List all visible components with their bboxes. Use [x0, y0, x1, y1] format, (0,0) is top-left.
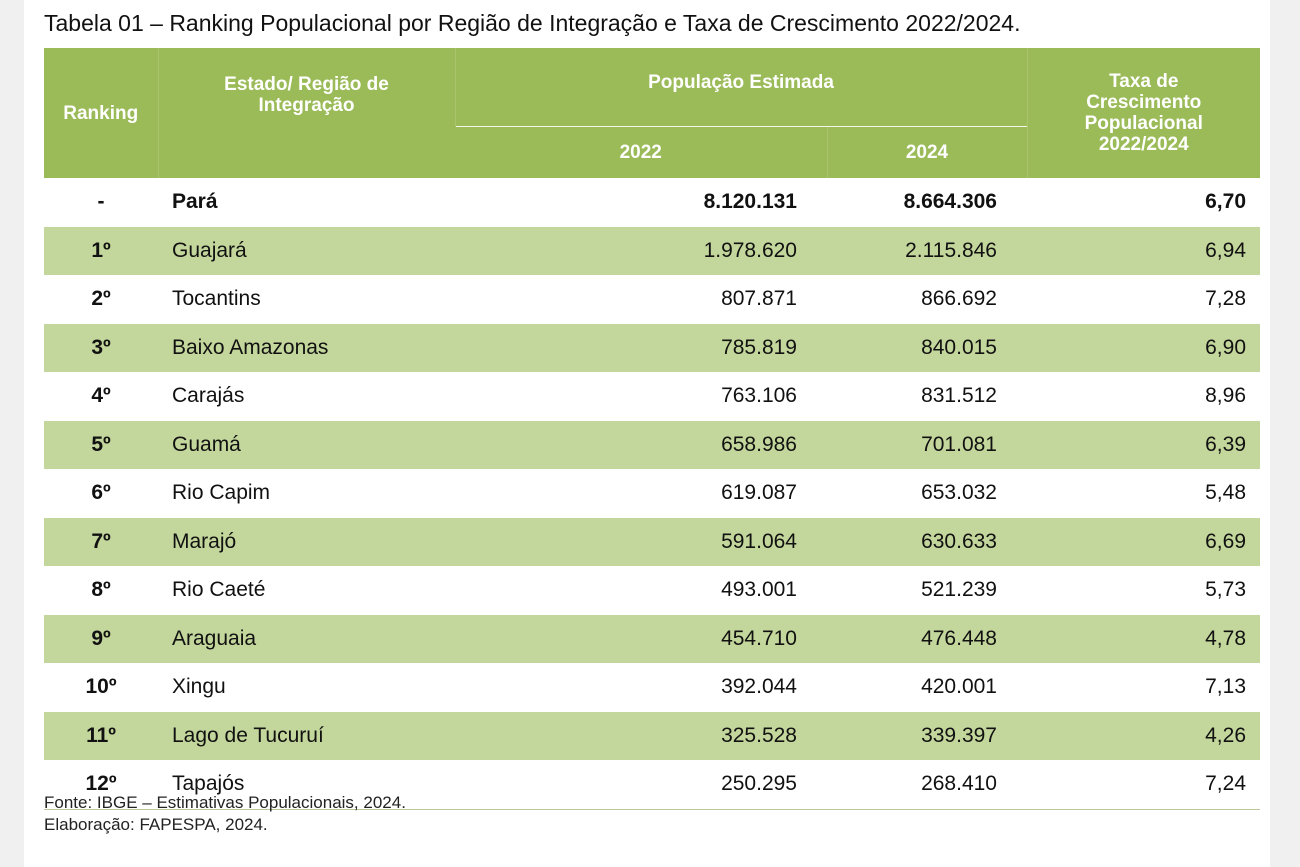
growth-rate-cell: 7,13	[1205, 675, 1246, 699]
region-cell: Tapajós	[158, 760, 455, 810]
pop-2024-cell: 2.115.846	[827, 226, 1027, 275]
growth-rate-cell: 5,48	[1205, 481, 1246, 505]
rank-cell: 8º	[91, 578, 111, 602]
rank-cell: 3º	[44, 323, 158, 372]
pop-2022-cell: 619.087	[721, 481, 797, 505]
region-cell: Baixo Amazonas	[158, 323, 455, 372]
pop-2022-cell: 392.044	[721, 675, 797, 699]
growth-rate-cell: 8,96	[1205, 384, 1246, 408]
pop-2024-cell: 268.410	[827, 760, 1027, 810]
table-row: 2º Tocantins 807.871 866.692 7,28	[44, 275, 1260, 324]
header-ranking: Ranking	[44, 48, 158, 178]
pop-2022-cell: 658.986	[455, 420, 827, 469]
pop-2022-cell: 763.106	[721, 384, 797, 408]
pop-2022-cell: 454.710	[455, 614, 827, 663]
rank-cell: 6º	[91, 481, 111, 505]
table-row: 12º Tapajós 250.295 268.410 7,24	[44, 760, 1260, 810]
pop-2024-cell: 866.692	[921, 287, 997, 311]
region-cell: Marajó	[158, 517, 455, 566]
header-region: Estado/ Região de Integração	[157, 48, 455, 178]
table-row: 10º Xingu 392.044 420.001 7,13	[44, 663, 1260, 712]
growth-rate-cell: 6,94	[1027, 226, 1260, 275]
table-row: 7º Marajó 591.064 630.633 6,69	[44, 517, 1260, 566]
pop-2022-cell: 493.001	[721, 578, 797, 602]
region-cell: Xingu	[172, 675, 226, 699]
pop-2024-cell: 339.397	[827, 711, 1027, 760]
pop-2024-cell: 840.015	[827, 323, 1027, 372]
source-note: Fonte: IBGE – Estimativas Populacionais,…	[44, 793, 406, 812]
pop-2022-cell: 785.819	[455, 323, 827, 372]
pop-2022-cell: 325.528	[455, 711, 827, 760]
table-row: 9º Araguaia 454.710 476.448 4,78	[44, 614, 1260, 663]
pop-2024-cell: 701.081	[827, 420, 1027, 469]
region-cell: Guajará	[158, 226, 455, 275]
region-cell: Rio Capim	[172, 481, 271, 505]
pop-2024-cell: 630.633	[827, 517, 1027, 566]
growth-rate-cell: 7,24	[1027, 760, 1260, 810]
growth-rate-cell: 7,28	[1205, 287, 1246, 311]
table-row: 3º Baixo Amazonas 785.819 840.015 6,90	[44, 323, 1260, 372]
pop-2024-cell: 653.032	[921, 481, 997, 505]
table-row: 5º Guamá 658.986 701.081 6,39	[44, 420, 1260, 469]
table-row: 8º Rio Caeté 493.001 521.239 5,73	[44, 566, 1260, 615]
table-row: 4º Carajás 763.106 831.512 8,96	[44, 372, 1260, 421]
region-cell: Pará	[172, 190, 218, 214]
region-cell: Tocantins	[172, 287, 261, 311]
rank-cell: 4º	[91, 384, 111, 408]
table-row: 11º Lago de Tucuruí 325.528 339.397 4,26	[44, 711, 1260, 760]
table-title: Tabela 01 – Ranking Populacional por Reg…	[44, 10, 1021, 36]
rank-cell: 5º	[44, 420, 158, 469]
growth-rate-cell: 6,90	[1027, 323, 1260, 372]
pop-2024-cell: 476.448	[827, 614, 1027, 663]
rank-cell: 12º	[44, 760, 158, 810]
population-ranking-table: Ranking Estado/ Região de Integração Pop…	[44, 48, 1260, 810]
rank-cell: 2º	[91, 287, 111, 311]
table-footnote: Fonte: IBGE – Estimativas Populacionais,…	[44, 792, 406, 836]
pop-2022-cell: 1.978.620	[455, 226, 827, 275]
rank-cell: -	[97, 190, 105, 214]
rank-cell: 11º	[44, 711, 158, 760]
pop-2024-cell: 521.239	[921, 578, 997, 602]
pop-2022-cell: 807.871	[721, 287, 797, 311]
header-population: População Estimada	[454, 48, 1027, 127]
growth-rate-cell: 5,73	[1205, 578, 1246, 602]
region-cell: Lago de Tucuruí	[158, 711, 455, 760]
pop-2024-cell: 420.001	[921, 675, 997, 699]
pop-2022-cell: 591.064	[455, 517, 827, 566]
table-row: 1º Guajará 1.978.620 2.115.846 6,94	[44, 226, 1260, 275]
table-row-total: - Pará 8.120.131 8.664.306 6,70	[44, 178, 1260, 227]
region-cell: Guamá	[158, 420, 455, 469]
rank-cell: 1º	[44, 226, 158, 275]
region-cell: Araguaia	[158, 614, 455, 663]
table-row: 6º Rio Capim 619.087 653.032 5,48	[44, 469, 1260, 518]
rank-cell: 10º	[85, 675, 117, 699]
header-2024: 2024	[826, 126, 1027, 178]
elaboration-note: Elaboração: FAPESPA, 2024.	[44, 815, 268, 834]
rank-cell: 9º	[44, 614, 158, 663]
header-growth: Taxa de Crescimento Populacional 2022/20…	[1026, 48, 1260, 178]
growth-rate-cell: 4,26	[1027, 711, 1260, 760]
growth-rate-cell: 6,39	[1027, 420, 1260, 469]
pop-2022-cell: 8.120.131	[703, 190, 797, 214]
growth-rate-cell: 6,69	[1027, 517, 1260, 566]
region-cell: Carajás	[172, 384, 245, 408]
growth-rate-cell: 4,78	[1027, 614, 1260, 663]
rank-cell: 7º	[44, 517, 158, 566]
pop-2022-cell: 250.295	[455, 760, 827, 810]
header-2022: 2022	[455, 126, 827, 178]
growth-rate-cell: 6,70	[1205, 190, 1246, 214]
pop-2024-cell: 8.664.306	[903, 190, 997, 214]
pop-2024-cell: 831.512	[921, 384, 997, 408]
region-cell: Rio Caeté	[172, 578, 266, 602]
